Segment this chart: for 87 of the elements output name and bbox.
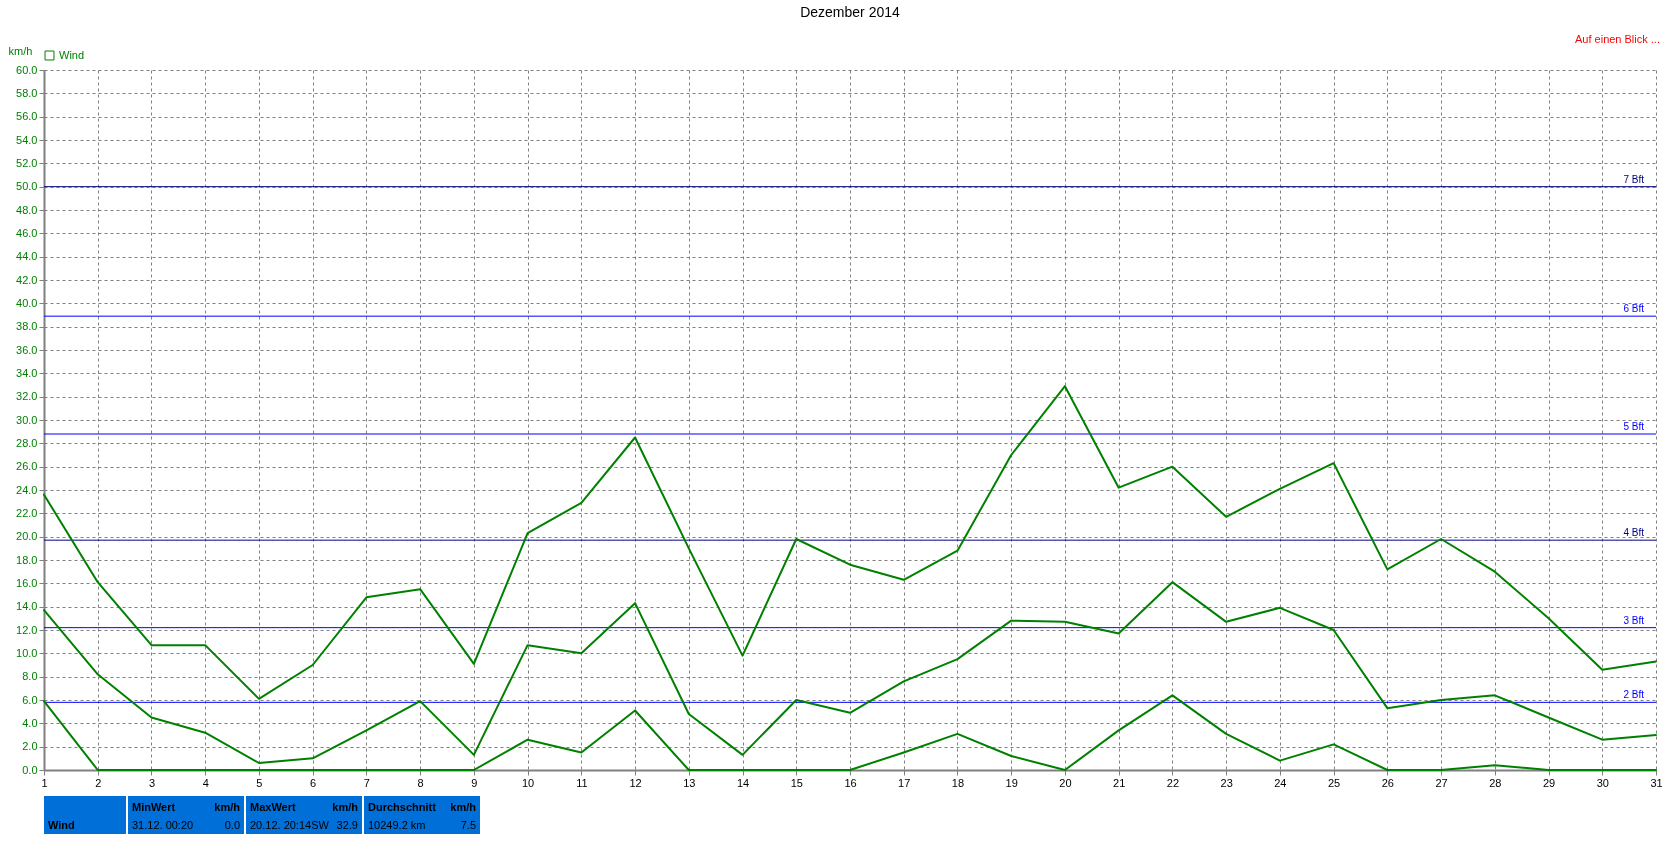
- y-tick-label: 2.0: [22, 740, 38, 753]
- x-tick-label: 24: [1274, 776, 1287, 789]
- x-tick-label: 23: [1220, 776, 1233, 789]
- text: MaxWert: [250, 801, 296, 813]
- x-tick-label: 9: [471, 776, 478, 789]
- x-tick-label: 16: [844, 776, 857, 789]
- y-tick-label: 58.0: [16, 86, 38, 99]
- text: Durchschnitt: [368, 801, 437, 813]
- y-tick-label: 54.0: [16, 133, 38, 146]
- ref-line-label: 3 Bft: [1623, 614, 1645, 626]
- x-tick-label: 7: [363, 776, 370, 789]
- text: 32.9: [336, 819, 358, 831]
- x-tick-label: 28: [1489, 776, 1502, 789]
- x-tick-label: 12: [629, 776, 642, 789]
- text: 20.12. 20:14SW: [250, 819, 330, 831]
- ref-line-label: 7 Bft: [1623, 173, 1645, 185]
- y-tick-label: 60.0: [16, 63, 38, 76]
- x-tick-label: 25: [1327, 776, 1341, 789]
- legend-label: Wind: [59, 48, 85, 61]
- chart-title: Dezember 2014: [800, 4, 901, 20]
- x-tick-label: 17: [898, 776, 911, 789]
- x-tick-label: 6: [310, 776, 317, 789]
- y-tick-label: 48.0: [16, 203, 38, 216]
- x-tick-label: 30: [1596, 776, 1609, 789]
- x-tick-label: 2: [95, 776, 102, 789]
- x-tick-label: 22: [1166, 776, 1180, 789]
- text: km/h: [332, 801, 359, 813]
- y-tick-label: 14.0: [16, 600, 38, 613]
- y-tick-label: 44.0: [16, 250, 38, 263]
- text: 10249.2 km: [368, 819, 426, 831]
- x-tick-label: 21: [1113, 776, 1126, 789]
- y-tick-label: 34.0: [16, 366, 38, 379]
- text: 0.0: [224, 819, 240, 831]
- y-tick-label: 46.0: [16, 226, 38, 239]
- y-tick-label: 30.0: [16, 413, 38, 426]
- y-tick-label: 24.0: [16, 483, 38, 496]
- x-tick-label: 8: [417, 776, 424, 789]
- ref-line-label: 5 Bft: [1623, 421, 1645, 432]
- y-tick-label: 26.0: [16, 460, 38, 473]
- y-tick-label: 50.0: [16, 180, 38, 193]
- y-tick-label: 32.0: [16, 390, 38, 403]
- y-tick-label: 10.0: [16, 646, 38, 659]
- line-series: [43, 581, 1657, 764]
- text: Auf einen Blick ...: [1575, 33, 1660, 45]
- x-tick-label: 13: [683, 776, 696, 789]
- y-tick-label: 18.0: [16, 553, 38, 566]
- y-tick-label: 28.0: [16, 436, 38, 449]
- y-tick-label: 42.0: [16, 273, 38, 286]
- x-tick-label: 18: [951, 776, 965, 789]
- y-axis-title: km/h: [8, 44, 33, 57]
- y-tick-label: 6.0: [22, 693, 38, 706]
- x-tick-label: 10: [521, 776, 535, 789]
- y-tick-label: 56.0: [16, 110, 38, 123]
- x-tick-label: 27: [1435, 776, 1448, 789]
- text: Wind: [48, 819, 75, 831]
- text: MinWert: [132, 801, 176, 813]
- x-tick-label: 20: [1059, 776, 1072, 789]
- x-tick-label: 31: [1650, 776, 1663, 789]
- line-series: [43, 385, 1657, 700]
- x-tick-label: 4: [202, 776, 209, 789]
- ref-line-label: 4 Bft: [1623, 527, 1645, 539]
- text: km/h: [214, 801, 241, 813]
- text: 31.12. 00:20: [132, 819, 194, 831]
- x-tick-label: 19: [1005, 776, 1018, 789]
- x-tick-label: 26: [1381, 776, 1394, 789]
- text: 7.5: [460, 819, 476, 831]
- y-tick-label: 8.0: [22, 670, 38, 683]
- text: km/h: [450, 801, 477, 813]
- ref-line-label: 2 Bft: [1623, 689, 1645, 701]
- x-tick-label: 29: [1542, 776, 1556, 789]
- y-tick-label: 36.0: [16, 343, 38, 356]
- y-tick-label: 38.0: [16, 320, 38, 333]
- x-tick-label: 14: [736, 776, 750, 789]
- x-tick-label: 5: [256, 776, 263, 789]
- y-tick-label: 22.0: [16, 506, 38, 519]
- y-tick-label: 52.0: [16, 156, 38, 169]
- x-tick-label: 1: [41, 776, 48, 789]
- y-tick-label: 40.0: [16, 296, 38, 309]
- y-tick-label: 0.0: [22, 763, 38, 776]
- x-tick-label: 11: [576, 776, 588, 789]
- y-tick-label: 16.0: [16, 576, 38, 589]
- x-tick-label: 15: [790, 776, 803, 789]
- y-tick-label: 12.0: [16, 623, 38, 636]
- ref-line-label: 6 Bft: [1623, 303, 1645, 315]
- x-tick-label: 3: [148, 776, 156, 789]
- y-tick-label: 4.0: [22, 716, 38, 729]
- y-tick-label: 20.0: [16, 530, 38, 543]
